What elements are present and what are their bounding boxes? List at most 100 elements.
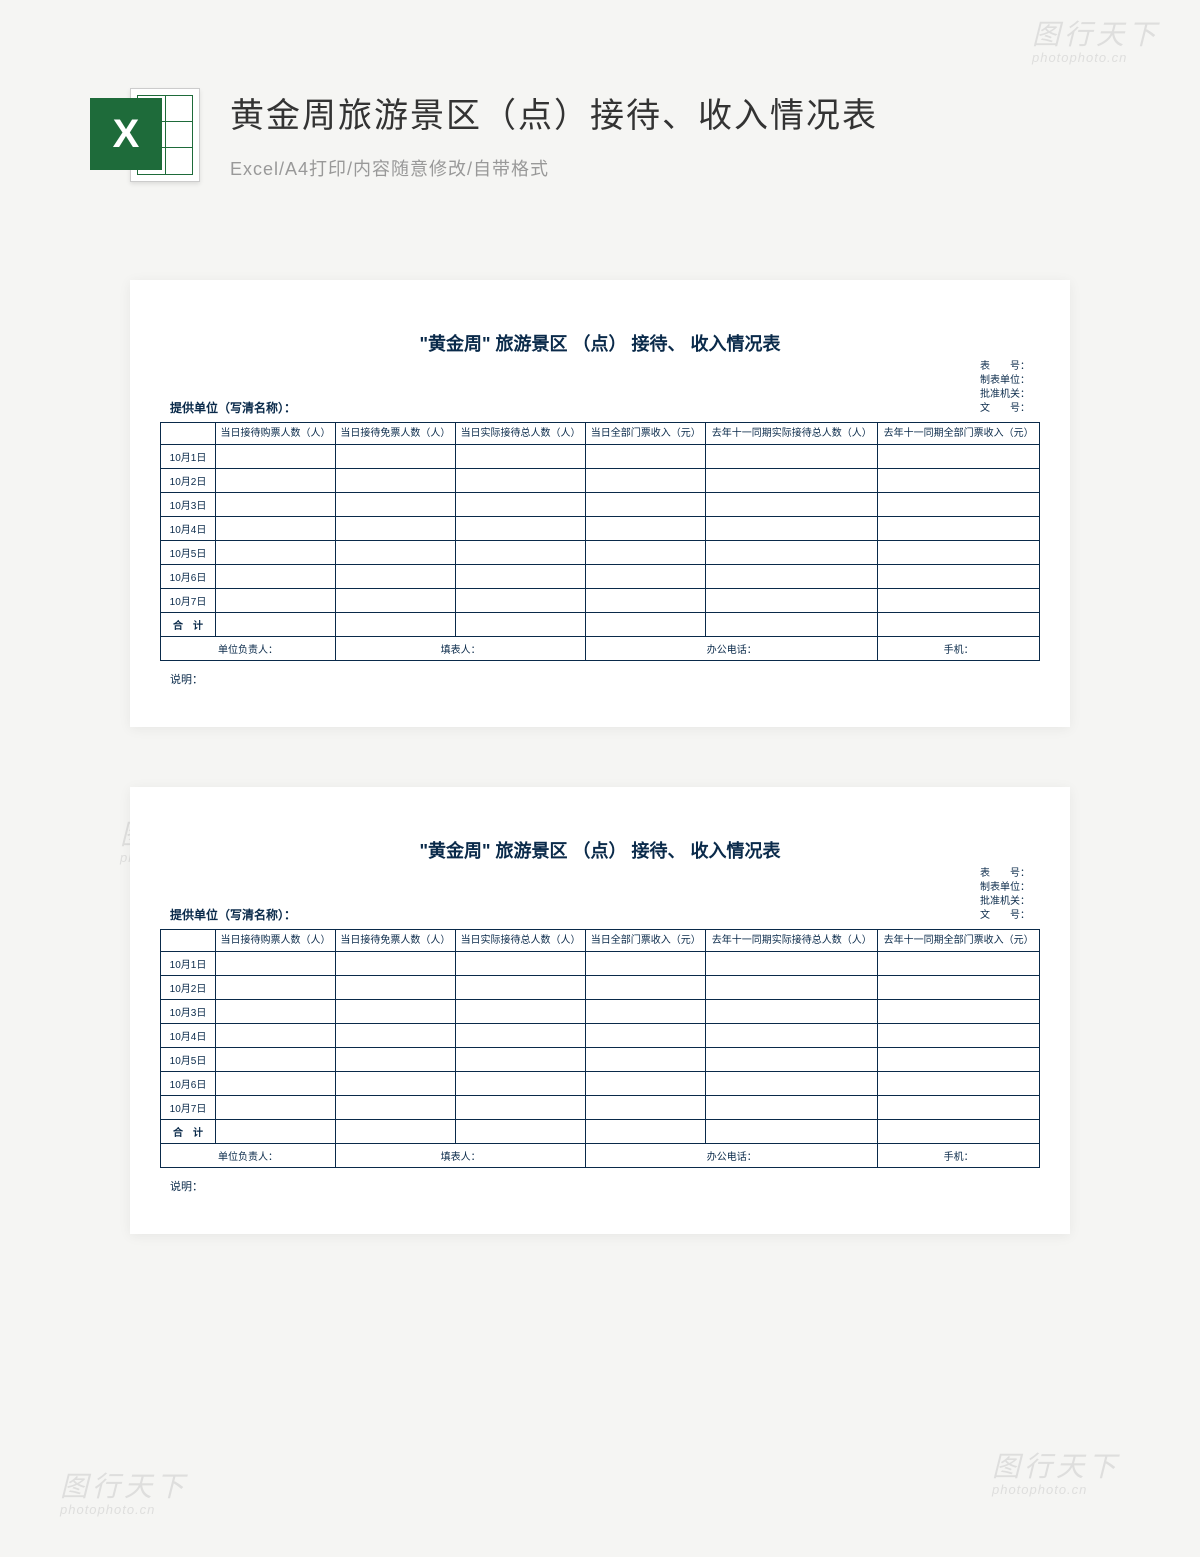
data-cell[interactable] bbox=[335, 1096, 455, 1120]
data-cell[interactable] bbox=[706, 1024, 878, 1048]
data-cell[interactable] bbox=[586, 952, 706, 976]
provider-label: 提供单位（写清名称）： bbox=[170, 399, 296, 416]
data-cell[interactable] bbox=[706, 517, 878, 541]
data-cell[interactable] bbox=[335, 1024, 455, 1048]
data-cell[interactable] bbox=[335, 493, 455, 517]
data-cell[interactable] bbox=[455, 1000, 585, 1024]
data-cell[interactable] bbox=[335, 976, 455, 1000]
data-cell[interactable] bbox=[216, 1096, 336, 1120]
data-cell[interactable] bbox=[586, 541, 706, 565]
data-cell[interactable] bbox=[586, 589, 706, 613]
data-cell[interactable] bbox=[878, 952, 1040, 976]
data-cell[interactable] bbox=[455, 589, 585, 613]
data-cell[interactable] bbox=[335, 589, 455, 613]
data-cell[interactable] bbox=[455, 952, 585, 976]
data-cell[interactable] bbox=[216, 613, 336, 637]
data-cell[interactable] bbox=[586, 976, 706, 1000]
data-cell[interactable] bbox=[706, 469, 878, 493]
data-cell[interactable] bbox=[216, 1000, 336, 1024]
data-cell[interactable] bbox=[586, 613, 706, 637]
data-cell[interactable] bbox=[878, 613, 1040, 637]
data-cell[interactable] bbox=[216, 517, 336, 541]
data-cell[interactable] bbox=[878, 541, 1040, 565]
data-cell[interactable] bbox=[455, 445, 585, 469]
data-cell[interactable] bbox=[216, 589, 336, 613]
data-cell[interactable] bbox=[878, 1072, 1040, 1096]
data-cell[interactable] bbox=[216, 1120, 336, 1144]
data-cell[interactable] bbox=[216, 445, 336, 469]
data-cell[interactable] bbox=[335, 517, 455, 541]
data-cell[interactable] bbox=[706, 976, 878, 1000]
data-cell[interactable] bbox=[335, 952, 455, 976]
data-cell[interactable] bbox=[455, 1024, 585, 1048]
data-cell[interactable] bbox=[455, 1120, 585, 1144]
data-cell[interactable] bbox=[878, 1096, 1040, 1120]
data-cell[interactable] bbox=[586, 469, 706, 493]
data-cell[interactable] bbox=[706, 445, 878, 469]
data-cell[interactable] bbox=[455, 1072, 585, 1096]
data-cell[interactable] bbox=[455, 613, 585, 637]
data-cell[interactable] bbox=[586, 1048, 706, 1072]
data-cell[interactable] bbox=[878, 445, 1040, 469]
data-cell[interactable] bbox=[586, 493, 706, 517]
data-cell[interactable] bbox=[455, 493, 585, 517]
data-cell[interactable] bbox=[216, 541, 336, 565]
column-header: 当日接待免票人数（人） bbox=[335, 423, 455, 445]
data-cell[interactable] bbox=[455, 541, 585, 565]
data-cell[interactable] bbox=[706, 565, 878, 589]
data-cell[interactable] bbox=[216, 565, 336, 589]
data-cell[interactable] bbox=[586, 1120, 706, 1144]
data-cell[interactable] bbox=[335, 445, 455, 469]
data-cell[interactable] bbox=[706, 589, 878, 613]
data-cell[interactable] bbox=[216, 1072, 336, 1096]
data-cell[interactable] bbox=[706, 1048, 878, 1072]
data-cell[interactable] bbox=[706, 1120, 878, 1144]
data-cell[interactable] bbox=[455, 976, 585, 1000]
data-cell[interactable] bbox=[455, 469, 585, 493]
table-row: 10月1日 bbox=[161, 952, 1040, 976]
data-cell[interactable] bbox=[216, 1048, 336, 1072]
data-cell[interactable] bbox=[335, 1120, 455, 1144]
data-cell[interactable] bbox=[586, 1024, 706, 1048]
data-cell[interactable] bbox=[586, 565, 706, 589]
data-cell[interactable] bbox=[455, 1096, 585, 1120]
data-cell[interactable] bbox=[586, 1072, 706, 1096]
data-cell[interactable] bbox=[706, 493, 878, 517]
data-cell[interactable] bbox=[216, 493, 336, 517]
data-cell[interactable] bbox=[216, 952, 336, 976]
data-cell[interactable] bbox=[455, 565, 585, 589]
data-cell[interactable] bbox=[455, 517, 585, 541]
data-cell[interactable] bbox=[586, 1000, 706, 1024]
data-cell[interactable] bbox=[586, 517, 706, 541]
data-cell[interactable] bbox=[216, 976, 336, 1000]
data-cell[interactable] bbox=[335, 1048, 455, 1072]
data-cell[interactable] bbox=[878, 976, 1040, 1000]
data-cell[interactable] bbox=[878, 1120, 1040, 1144]
data-cell[interactable] bbox=[586, 445, 706, 469]
data-cell[interactable] bbox=[335, 469, 455, 493]
data-cell[interactable] bbox=[216, 1024, 336, 1048]
data-cell[interactable] bbox=[706, 1000, 878, 1024]
data-cell[interactable] bbox=[878, 1048, 1040, 1072]
data-cell[interactable] bbox=[335, 565, 455, 589]
table-row: 10月3日 bbox=[161, 493, 1040, 517]
data-cell[interactable] bbox=[878, 565, 1040, 589]
data-cell[interactable] bbox=[878, 1000, 1040, 1024]
data-cell[interactable] bbox=[335, 1072, 455, 1096]
data-cell[interactable] bbox=[878, 493, 1040, 517]
data-cell[interactable] bbox=[455, 1048, 585, 1072]
data-cell[interactable] bbox=[706, 952, 878, 976]
data-cell[interactable] bbox=[706, 1096, 878, 1120]
data-cell[interactable] bbox=[216, 469, 336, 493]
data-cell[interactable] bbox=[878, 589, 1040, 613]
data-cell[interactable] bbox=[335, 1000, 455, 1024]
data-cell[interactable] bbox=[878, 469, 1040, 493]
data-cell[interactable] bbox=[878, 1024, 1040, 1048]
data-cell[interactable] bbox=[335, 541, 455, 565]
data-cell[interactable] bbox=[706, 1072, 878, 1096]
data-cell[interactable] bbox=[706, 541, 878, 565]
data-cell[interactable] bbox=[586, 1096, 706, 1120]
data-cell[interactable] bbox=[878, 517, 1040, 541]
data-cell[interactable] bbox=[706, 613, 878, 637]
data-cell[interactable] bbox=[335, 613, 455, 637]
